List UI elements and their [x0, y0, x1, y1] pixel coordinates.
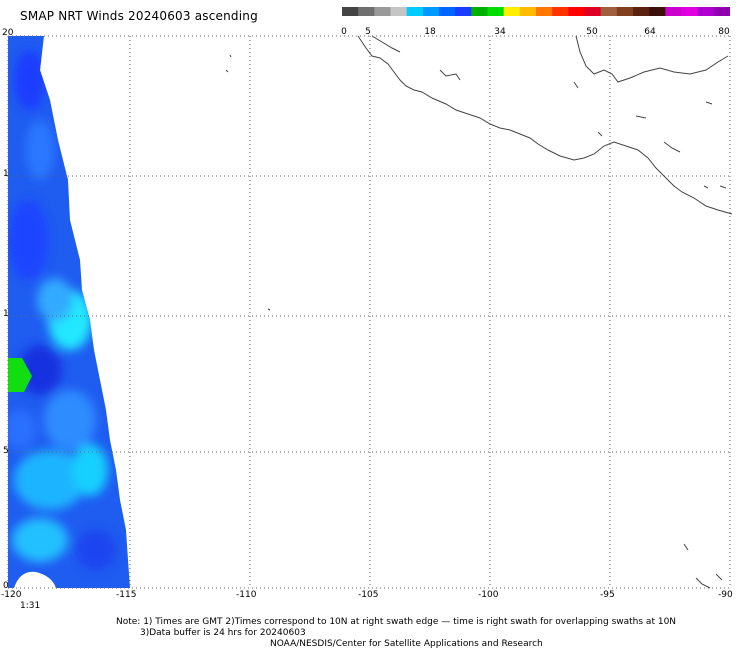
swath-time-label: 1:31: [20, 601, 41, 611]
colorbar-tick-64: 64: [644, 27, 656, 37]
colorbar-segment: [536, 7, 553, 16]
colorbar-segment: [519, 7, 537, 16]
colorbar-segment: [374, 7, 391, 16]
graticule: [7, 35, 731, 589]
lon-label-105: -105: [358, 590, 379, 600]
lon-label-100: -100: [478, 590, 499, 600]
data-gap: [14, 571, 56, 588]
lon-label-95: -95: [600, 590, 615, 600]
colorbar-segment: [455, 7, 472, 16]
map-title: SMAP NRT Winds 20240603 ascending: [20, 9, 258, 23]
lon-label-120: -120: [1, 590, 22, 600]
colorbar-segment: [584, 7, 602, 16]
colorbar-segment: [342, 7, 359, 16]
lon-label-110: -110: [236, 590, 257, 600]
colorbar-segment: [439, 7, 456, 16]
lat-label-5: 5: [3, 446, 9, 456]
colorbar-tick-18: 18: [424, 27, 436, 37]
credit-line: NOAA/NESDIS/Center for Satellite Applica…: [270, 639, 543, 649]
note-line-2: 3)Data buffer is 24 hrs for 20240603: [140, 628, 306, 638]
note-line-1: Note: 1) Times are GMT 2)Times correspon…: [116, 617, 677, 627]
colorbar-segment: [406, 7, 424, 16]
colorbar-swatches: [342, 7, 731, 16]
colorbar-segment: [665, 7, 682, 16]
lat-label-0: 0: [3, 581, 9, 591]
colorbar-segment: [568, 7, 585, 16]
colorbar-segment: [471, 7, 488, 16]
colorbar-segment: [422, 7, 440, 16]
colorbar-segment: [503, 7, 521, 16]
colorbar-tick-0: 0: [341, 27, 347, 37]
coastline: [225, 35, 733, 589]
colorbar-segment: [697, 7, 715, 16]
colorbar-tick-50: 50: [586, 27, 598, 37]
colorbar-segment: [649, 7, 666, 16]
colorbar-segment: [487, 7, 505, 16]
wind-patch-green: [8, 358, 32, 392]
lon-label-90: -90: [718, 590, 733, 600]
colorbar-segment: [681, 7, 699, 16]
colorbar-segment: [552, 7, 569, 16]
colorbar-tick-80: 80: [718, 27, 730, 37]
colorbar-segment: [358, 7, 375, 16]
colorbar-segment: [600, 7, 618, 16]
colorbar-segment: [713, 7, 731, 16]
colorbar-segment: [633, 7, 650, 16]
lat-label-15: 1: [3, 169, 9, 179]
wind-speed-colorbar: 0 5 18 34 50 64 80: [341, 7, 731, 37]
wind-swath: [8, 36, 130, 588]
colorbar-segment: [616, 7, 634, 16]
colorbar-segment: [390, 7, 408, 16]
colorbar-tick-5: 5: [365, 27, 371, 37]
lat-label-20: 20: [2, 28, 14, 38]
colorbar-tick-34: 34: [494, 27, 506, 37]
lon-label-115: -115: [116, 590, 137, 600]
lat-label-10: 1: [3, 309, 9, 319]
